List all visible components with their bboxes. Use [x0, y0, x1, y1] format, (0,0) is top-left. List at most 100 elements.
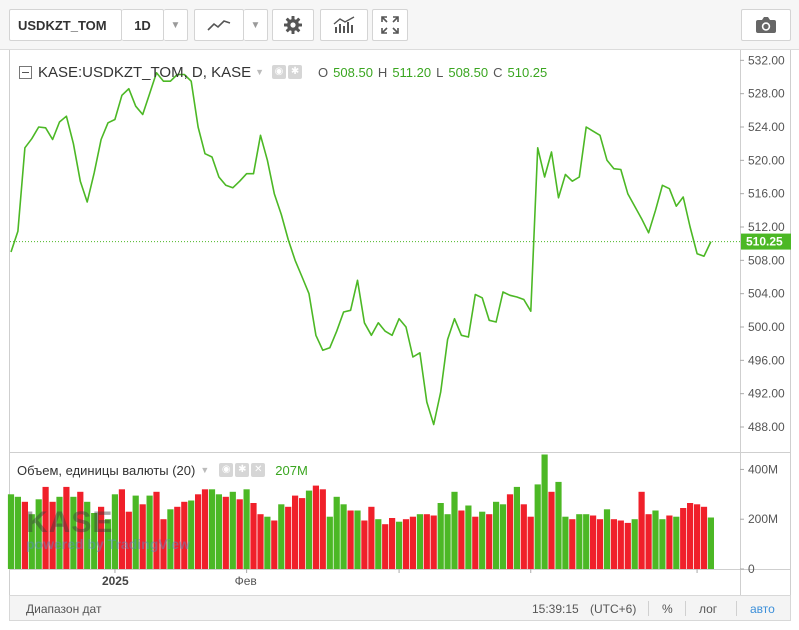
volume-bar [21, 501, 28, 569]
eye-icon[interactable]: ◉ [219, 463, 234, 477]
settings-button[interactable] [272, 9, 314, 41]
volume-bar [375, 519, 382, 569]
close-icon[interactable]: ✕ [251, 463, 266, 477]
volume-bar [541, 454, 548, 569]
volume-bar [707, 517, 714, 569]
volume-bar [215, 494, 222, 569]
volume-bar [631, 519, 638, 569]
volume-bar [160, 519, 167, 569]
volume-bar [340, 504, 347, 569]
interval-button[interactable]: 1D [122, 9, 164, 41]
volume-value: 207M [275, 462, 308, 478]
high-label: H [377, 64, 388, 80]
volume-bar [382, 524, 389, 569]
volume-bar [326, 516, 333, 569]
price-tick-label: 496.00 [748, 353, 785, 367]
auto-scale-button[interactable]: авто [750, 602, 775, 616]
caret-down-icon[interactable]: ▼ [200, 465, 210, 475]
volume-bar [208, 489, 216, 569]
last-price-label: 510.25 [746, 235, 783, 249]
volume-bar [118, 489, 125, 569]
volume-bar [361, 520, 368, 569]
volume-bar [603, 509, 611, 569]
volume-bar [520, 504, 527, 569]
chart-style-dropdown-button[interactable]: ▼ [244, 9, 268, 41]
divider [736, 601, 737, 616]
volume-bar [229, 491, 236, 569]
volume-bar [645, 514, 652, 569]
volume-bar [285, 506, 292, 569]
volume-bar [201, 489, 209, 569]
volume-tick-label: 200M [748, 512, 778, 526]
gear-icon[interactable]: ✱ [288, 65, 303, 79]
volume-bar [416, 514, 423, 569]
volume-bar [569, 519, 576, 569]
volume-bar [98, 506, 105, 569]
volume-bar [389, 518, 396, 569]
date-tick-label: 2025 [102, 574, 129, 588]
interval-dropdown-button[interactable]: ▼ [164, 9, 188, 41]
volume-bar [402, 519, 410, 569]
volume-bar [347, 510, 354, 569]
volume-bar [472, 516, 479, 569]
volume-bar [583, 514, 590, 569]
date-range-button[interactable]: Диапазон дат [26, 602, 102, 616]
percent-scale-button[interactable]: % [662, 602, 673, 616]
volume-bar [617, 520, 624, 569]
price-tick-label: 516.00 [748, 187, 785, 201]
camera-icon [756, 17, 776, 33]
symbol-search-button[interactable]: USDKZT_TOM [9, 9, 122, 41]
gear-icon[interactable]: ✱ [235, 463, 250, 477]
log-scale-button[interactable]: лог [699, 602, 718, 616]
chart-style-button[interactable] [194, 9, 244, 41]
volume-bar [458, 510, 465, 569]
open-label: O [318, 64, 329, 80]
fullscreen-button[interactable] [372, 9, 408, 41]
volume-bar [319, 489, 326, 569]
volume-bar [28, 514, 35, 569]
last-price-badge [741, 233, 791, 250]
price-tick-label: 500.00 [748, 320, 785, 334]
volume-bar [610, 519, 617, 569]
timezone-button[interactable]: (UTC+6) [590, 602, 637, 616]
price-tick-label: 504.00 [748, 287, 785, 301]
volume-bar [430, 515, 437, 569]
indicators-button[interactable] [320, 9, 368, 41]
caret-down-icon[interactable]: ▼ [255, 67, 265, 77]
close-value: 510.25 [507, 64, 548, 80]
volume-tick-label: 0 [748, 562, 755, 576]
volume-bar [14, 496, 21, 569]
top-toolbar: USDKZT_TOM 1D ▼ ▼ [0, 0, 799, 50]
volume-bar [91, 513, 98, 569]
volume-bar [700, 506, 708, 569]
volume-bar [638, 491, 645, 569]
volume-bar [299, 498, 306, 569]
volume-bar [146, 495, 153, 569]
volume-bar [659, 519, 666, 569]
volume-tick-label: 400M [748, 462, 778, 476]
low-value: 508.50 [448, 64, 489, 80]
volume-bar [292, 495, 299, 569]
volume-title: Объем, единицы валюты (20) [17, 462, 196, 478]
eye-icon[interactable]: ◉ [272, 65, 287, 79]
volume-bar [63, 486, 70, 569]
kase-logo: KASE [26, 506, 114, 539]
price-tick-label: 512.00 [748, 220, 785, 234]
price-tick-label: 488.00 [748, 420, 785, 434]
price-series-line [10, 72, 712, 426]
divider [685, 601, 686, 616]
volume-bar [278, 504, 285, 569]
volume-bar [687, 503, 694, 569]
volume-bar [368, 506, 375, 569]
volume-bar [271, 520, 278, 569]
snapshot-button[interactable] [741, 9, 791, 41]
volume-bar [451, 491, 458, 569]
gear-icon [284, 16, 302, 34]
collapse-legend-button[interactable] [19, 65, 32, 79]
fullscreen-icon [381, 16, 399, 34]
volume-bar [257, 514, 264, 569]
volume-bar [486, 514, 493, 569]
volume-bar [35, 499, 42, 569]
volume-bar [56, 496, 63, 569]
volume-bar [555, 481, 562, 569]
